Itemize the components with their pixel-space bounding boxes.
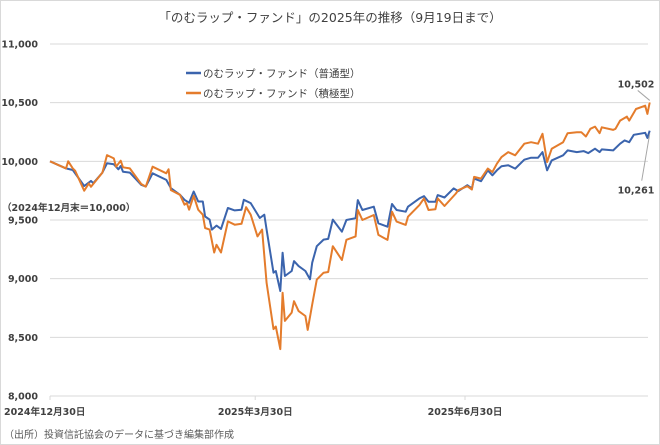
- x-tick-label: 2025年3月30日: [218, 406, 293, 418]
- series-lines: [49, 102, 651, 351]
- series-line-normal: [49, 130, 651, 292]
- baseline-annotation: （2024年12月末＝10,000）: [2, 202, 135, 214]
- x-tick-label: 2025年6月30日: [428, 406, 503, 418]
- y-tick-label: 8,000: [8, 392, 38, 403]
- y-tick-label: 9,500: [8, 216, 38, 227]
- end-label-normal: 10,261: [618, 186, 655, 197]
- x-axis: 2024年12月30日 2025年3月30日 2025年6月30日: [4, 396, 502, 418]
- gridlines: [50, 43, 648, 397]
- legend: のむラップ・ファンド（普通型） のむラップ・ファンド（積極型）: [186, 67, 361, 100]
- series-line-aggressive: [49, 102, 651, 351]
- leader-line: [641, 133, 651, 181]
- end-labels: 10,261 10,502: [618, 79, 655, 196]
- y-axis: 8,000 8,500 9,000 9,500 10,000 10,500 11,000: [1, 40, 38, 403]
- leader-line: [637, 90, 651, 101]
- chart-title: 「のむラップ・ファンド」の2025年の推移（9月19日まで）: [158, 10, 501, 25]
- end-label-aggressive: 10,502: [618, 79, 655, 90]
- y-tick-label: 11,000: [1, 40, 38, 51]
- x-tick-label: 2024年12月30日: [4, 406, 85, 418]
- y-tick-label: 8,500: [8, 333, 38, 344]
- y-tick-label: 10,000: [1, 157, 38, 168]
- legend-label: のむラップ・ファンド（普通型）: [203, 67, 361, 80]
- y-tick-label: 10,500: [1, 98, 38, 109]
- legend-label: のむラップ・ファンド（積極型）: [203, 87, 361, 100]
- source-note: （出所）投資信託協会のデータに基づき編集部作成: [4, 428, 234, 441]
- y-tick-label: 9,000: [8, 274, 38, 285]
